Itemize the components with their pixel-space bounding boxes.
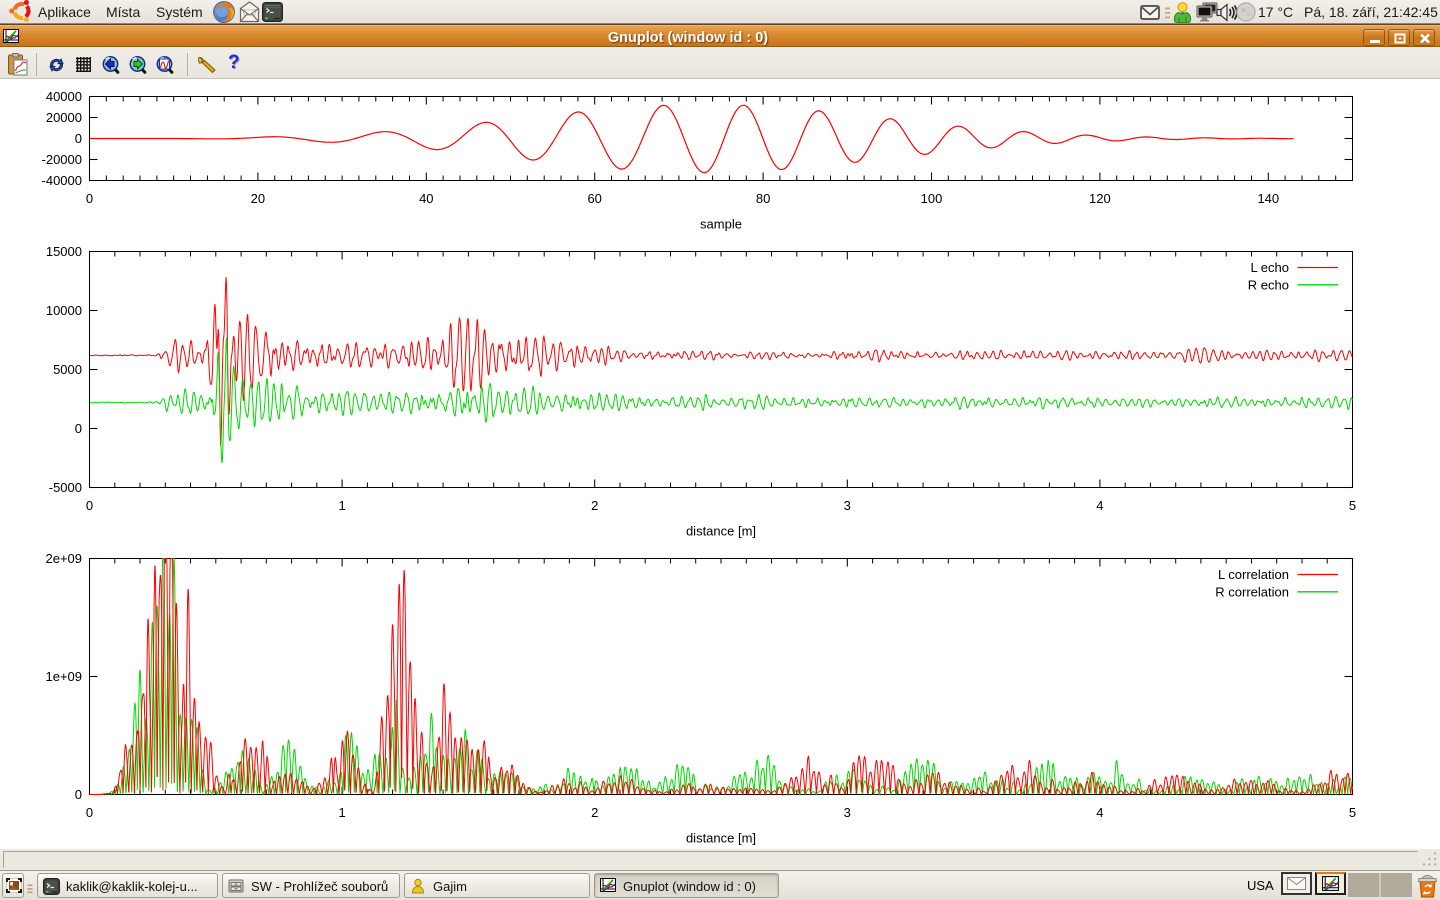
svg-text:15000: 15000 <box>46 244 82 259</box>
svg-text:sample: sample <box>700 217 742 232</box>
svg-text:20: 20 <box>251 191 265 206</box>
svg-text:60: 60 <box>587 191 601 206</box>
svg-text:0: 0 <box>86 805 93 820</box>
svg-text:L echo: L echo <box>1250 260 1289 275</box>
svg-text:40: 40 <box>419 191 433 206</box>
svg-text:3: 3 <box>844 805 851 820</box>
svg-text:2: 2 <box>591 805 598 820</box>
svg-text:100: 100 <box>921 191 943 206</box>
svg-text:80: 80 <box>756 191 770 206</box>
svg-text:distance [m]: distance [m] <box>686 524 756 539</box>
svg-text:1: 1 <box>338 498 345 513</box>
svg-text:L correlation: L correlation <box>1218 567 1289 582</box>
svg-text:0: 0 <box>86 498 93 513</box>
svg-text:distance [m]: distance [m] <box>686 831 756 846</box>
svg-text:140: 140 <box>1257 191 1279 206</box>
svg-text:-5000: -5000 <box>49 480 82 495</box>
svg-text:20000: 20000 <box>46 110 82 125</box>
svg-text:R echo: R echo <box>1248 277 1289 292</box>
svg-text:2e+09: 2e+09 <box>45 551 82 566</box>
svg-text:5000: 5000 <box>53 362 82 377</box>
svg-text:4: 4 <box>1096 498 1103 513</box>
svg-text:R correlation: R correlation <box>1215 584 1289 599</box>
svg-text:1: 1 <box>338 805 345 820</box>
svg-text:2: 2 <box>591 498 598 513</box>
svg-text:10000: 10000 <box>46 303 82 318</box>
svg-text:120: 120 <box>1089 191 1111 206</box>
svg-text:0: 0 <box>86 191 93 206</box>
svg-text:4: 4 <box>1096 805 1103 820</box>
svg-text:0: 0 <box>75 421 82 436</box>
svg-text:1e+09: 1e+09 <box>45 669 82 684</box>
svg-text:-40000: -40000 <box>42 173 82 188</box>
svg-text:3: 3 <box>844 498 851 513</box>
svg-text:0: 0 <box>75 131 82 146</box>
svg-text:5: 5 <box>1349 498 1356 513</box>
svg-text:5: 5 <box>1349 805 1356 820</box>
svg-text:40000: 40000 <box>46 89 82 104</box>
svg-text:-20000: -20000 <box>42 152 82 167</box>
svg-text:0: 0 <box>75 787 82 802</box>
